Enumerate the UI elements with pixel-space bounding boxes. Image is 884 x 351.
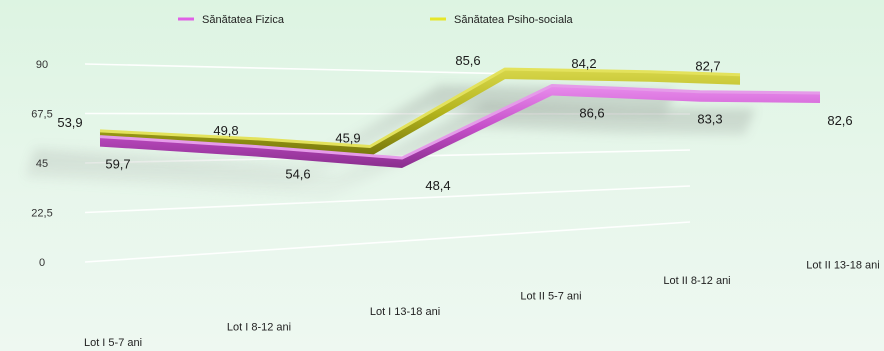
data-label: 85,6: [455, 53, 480, 68]
ribbon-top-edge: [99, 83, 821, 160]
y-axis-ticks: 0 22,5 45 67,5 90: [31, 59, 52, 269]
y-tick-label: 67,5: [31, 109, 52, 121]
x-tick-label: Lot I 8-12 ani: [227, 322, 291, 334]
data-labels: 59,7 54,6 48,4 86,6 83,3 82,6 53,9 49,8 45,9 85,6…: [57, 53, 852, 193]
legend-label: Sănătatea Fizica: [202, 14, 285, 26]
x-axis-ticks: Lot I 5-7 ani Lot I 8-12 ani Lot I 13-18 a…: [84, 260, 880, 350]
gridline: [84, 185, 691, 214]
data-label: 84,2: [571, 56, 596, 71]
x-tick-label: Lot II 13-18 ani: [806, 260, 879, 272]
y-tick-label: 0: [39, 257, 45, 269]
data-label: 54,6: [285, 166, 310, 181]
y-tick-label: 45: [36, 158, 48, 170]
ribbon-body: [100, 69, 740, 157]
ribbon-top-edge: [99, 67, 741, 148]
data-label: 53,9: [57, 115, 82, 130]
x-tick-label: Lot II 8-12 ani: [663, 275, 730, 287]
data-label: 82,6: [827, 113, 852, 128]
y-tick-label: 90: [36, 59, 48, 71]
y-tick-label: 22,5: [31, 208, 52, 220]
series-ribbons: [99, 67, 821, 169]
legend: Sănătatea Fizica Sănătatea Psiho-sociala: [178, 14, 574, 26]
data-label: 82,7: [695, 59, 720, 74]
series-ribbon: [99, 83, 821, 169]
data-label: 59,7: [105, 157, 130, 172]
legend-label: Sănătatea Psiho-sociala: [454, 14, 574, 26]
data-label: 45,9: [335, 130, 360, 145]
data-label: 86,6: [579, 105, 604, 120]
data-label: 49,8: [213, 123, 238, 138]
data-label: 48,4: [425, 178, 450, 193]
x-tick-label: Lot II 5-7 ani: [520, 291, 581, 303]
x-tick-label: Lot I 5-7 ani: [84, 337, 142, 349]
gridline: [84, 221, 691, 263]
series-ribbon: [99, 67, 741, 157]
data-label: 83,3: [697, 112, 722, 127]
x-tick-label: Lot I 13-18 ani: [370, 306, 440, 318]
